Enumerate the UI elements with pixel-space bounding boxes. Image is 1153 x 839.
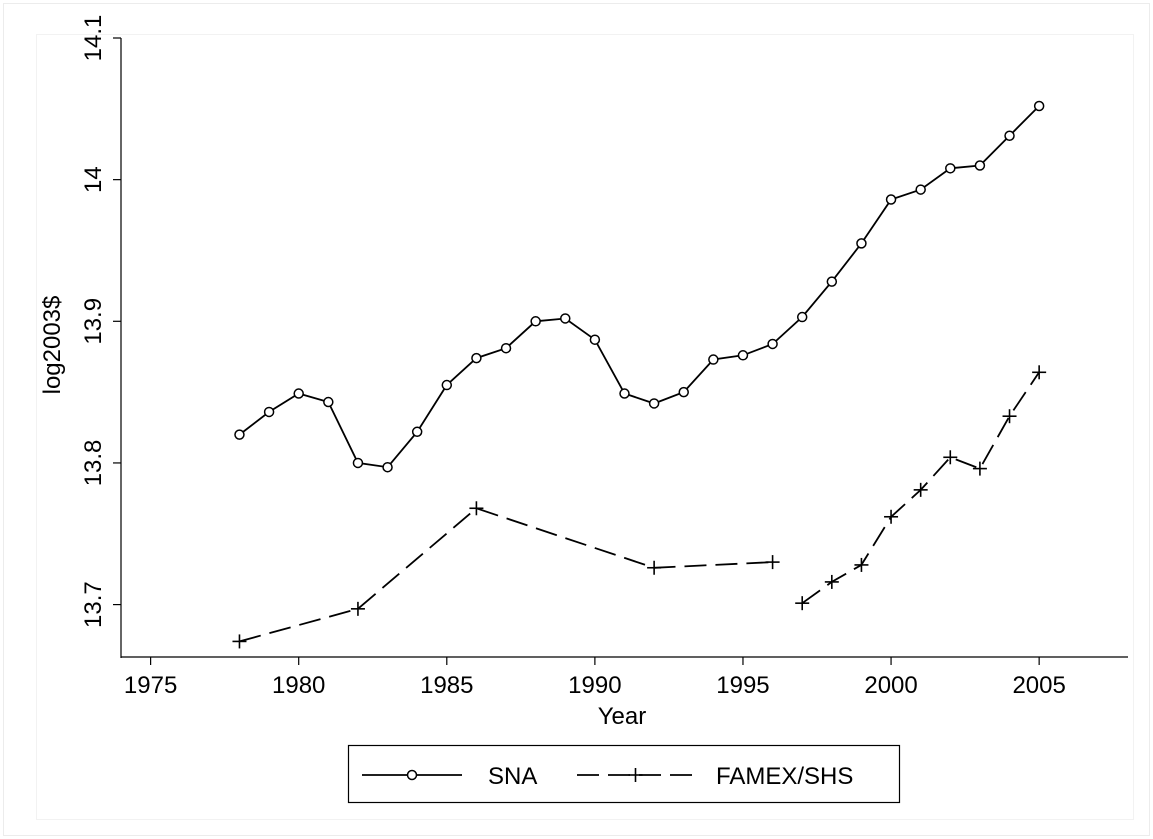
data-point <box>796 311 808 323</box>
series-line <box>238 105 1040 469</box>
data-point <box>469 501 484 516</box>
legend-label: FAMEX/SHS <box>716 763 853 790</box>
data-point <box>795 596 810 611</box>
data-point <box>411 426 423 438</box>
x-tick-label: 1995 <box>716 672 769 699</box>
data-point <box>974 160 986 171</box>
legend-marker <box>628 768 643 782</box>
data-point <box>232 634 247 649</box>
data-point <box>708 354 719 365</box>
legend-label: SNA <box>488 763 537 790</box>
y-tick-label: 14 <box>80 166 107 193</box>
legend: SNA FAMEX/SHS <box>347 744 901 804</box>
data-point <box>382 461 393 473</box>
data-point <box>678 386 689 398</box>
y-ticks: 13.7 13.8 13.9 14 14.1 <box>80 15 121 628</box>
data-point <box>647 560 662 575</box>
y-tick-label: 13.9 <box>80 298 107 345</box>
data-point <box>471 352 482 364</box>
data-point <box>856 238 867 249</box>
x-ticks: 1975 1980 1985 1990 1995 2000 2005 <box>124 657 1066 699</box>
series-famex-shs <box>232 365 1047 649</box>
series-sna <box>234 100 1045 473</box>
x-tick-label: 1975 <box>124 672 177 699</box>
data-point <box>323 396 334 408</box>
data-point <box>884 509 899 524</box>
data-point <box>500 342 512 354</box>
data-point <box>1033 100 1045 112</box>
legend-items: SNA FAMEX/SHS <box>362 763 853 790</box>
series-layer <box>232 100 1047 649</box>
data-point <box>263 406 275 418</box>
data-point <box>826 276 838 287</box>
y-tick-label: 13.7 <box>80 581 107 628</box>
data-point <box>530 316 541 327</box>
legend-area-border <box>36 34 1134 820</box>
data-point <box>765 555 780 570</box>
data-point <box>885 194 897 205</box>
data-point <box>648 398 660 409</box>
x-tick-label: 2005 <box>1012 672 1065 699</box>
data-point <box>619 388 630 399</box>
data-point <box>913 482 928 497</box>
data-point <box>293 388 304 399</box>
data-point <box>854 557 869 572</box>
x-tick-label: 2000 <box>864 672 917 699</box>
chart-outer-border <box>3 3 1150 836</box>
data-point <box>767 338 778 350</box>
data-point <box>350 601 365 616</box>
data-point <box>915 184 926 195</box>
legend-item: FAMEX/SHS <box>577 763 853 790</box>
y-tick-label: 14.1 <box>80 15 107 62</box>
data-point <box>234 429 245 440</box>
x-tick-label: 1985 <box>420 672 473 699</box>
data-point <box>441 379 453 391</box>
legend-marker <box>406 769 418 781</box>
data-point <box>945 163 956 174</box>
x-tick-label: 1990 <box>568 672 621 699</box>
legend-box <box>347 744 901 804</box>
legend-item: SNA <box>362 763 537 790</box>
data-point <box>943 450 958 465</box>
x-axis-label: Year <box>598 703 647 730</box>
data-point <box>1002 409 1017 424</box>
data-point <box>1032 365 1047 380</box>
data-point <box>589 334 601 345</box>
data-point <box>972 461 987 476</box>
data-point <box>1004 130 1015 141</box>
x-tick-label: 1980 <box>272 672 325 699</box>
y-tick-label: 13.8 <box>80 440 107 487</box>
data-point <box>352 457 364 469</box>
data-point <box>737 350 749 361</box>
y-axis-label: log2003$ <box>39 296 66 395</box>
series-line <box>239 507 773 643</box>
data-point <box>824 574 839 589</box>
data-point <box>560 313 571 324</box>
